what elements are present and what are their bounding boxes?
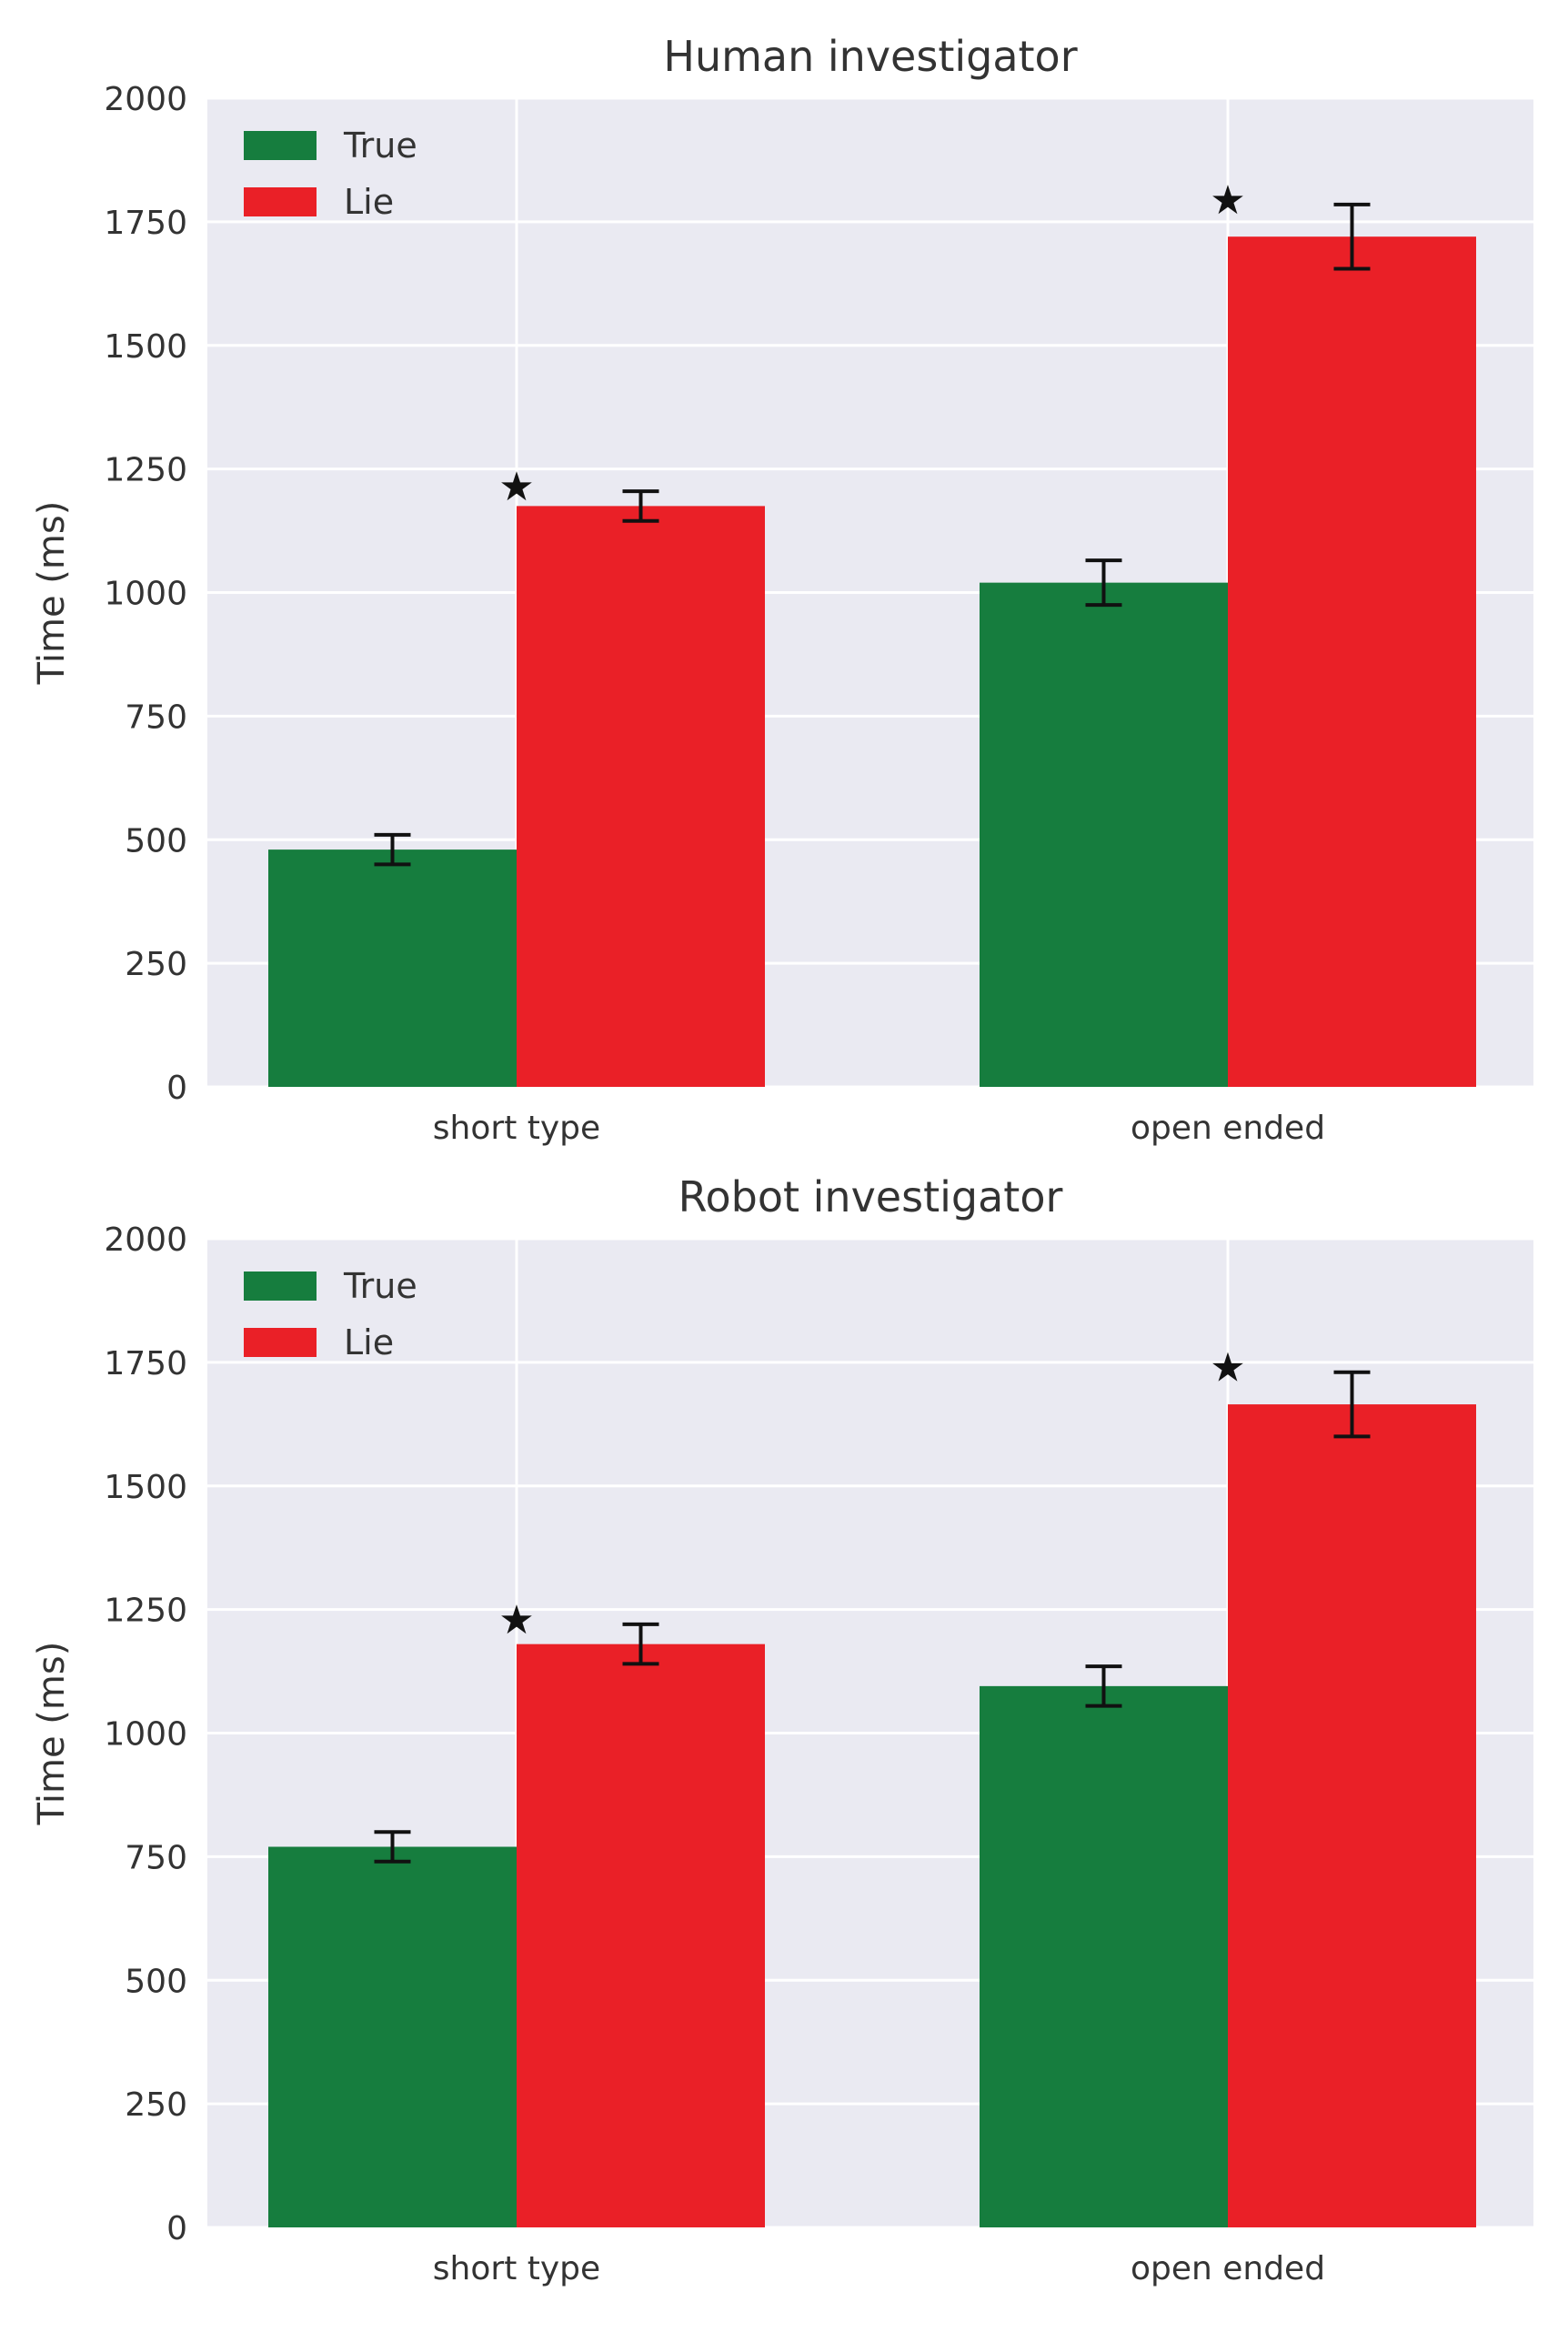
chart-panel-1: 0 250 500 750 1000 1250 1500 1750 2000 ★ ★ short ty… — [31, 32, 1533, 1147]
y-tick-label: 2000 — [104, 1221, 187, 1259]
bar-true-1 — [268, 849, 517, 1087]
significance-star: ★ — [1210, 177, 1245, 224]
significance-star: ★ — [498, 464, 534, 510]
significance-star: ★ — [498, 1597, 534, 1643]
bar-true-2 — [980, 1685, 1228, 2227]
bar-lie-1 — [517, 1643, 765, 2227]
legend-swatch-true — [244, 1272, 317, 1301]
x-tick-label: open ended — [1131, 1110, 1325, 1147]
y-tick-label: 0 — [166, 1070, 187, 1107]
legend-label-lie: Lie — [344, 182, 394, 222]
legend-swatch-lie — [244, 187, 317, 216]
y-tick-label: 1000 — [104, 1716, 187, 1754]
error-bar — [1333, 1370, 1371, 1439]
y-tick-label: 0 — [166, 2210, 187, 2247]
legend-swatch-true — [244, 131, 317, 160]
significance-star: ★ — [1210, 1345, 1245, 1392]
legend: True Lie — [244, 126, 417, 222]
y-tick-label: 1250 — [104, 452, 187, 489]
y-tick-label: 1750 — [104, 1345, 187, 1382]
x-tick-label: open ended — [1131, 2250, 1325, 2287]
error-bar — [622, 1622, 659, 1666]
error-bar — [374, 1830, 411, 1864]
legend-label-lie: Lie — [344, 1322, 394, 1362]
y-tick-label: 500 — [125, 822, 187, 859]
chart-title: Robot investigator — [678, 1172, 1063, 1221]
chart-panel-2: 0 250 500 750 1000 1250 1500 1750 2000 ★ ★ short ty… — [31, 1172, 1533, 2287]
error-bar — [1085, 1664, 1122, 1708]
y-tick-label: 1500 — [104, 1469, 187, 1506]
bar-true-1 — [268, 1846, 517, 2227]
bar-true-2 — [980, 582, 1228, 1087]
error-bar — [1333, 202, 1371, 271]
error-bar — [374, 832, 411, 867]
legend-label-true: True — [343, 1266, 417, 1306]
legend-swatch-lie — [244, 1328, 317, 1357]
y-tick-label: 750 — [125, 1839, 187, 1876]
error-bar — [1085, 558, 1122, 608]
y-tick-label: 250 — [125, 2086, 187, 2124]
bar-lie-2 — [1228, 236, 1476, 1087]
legend-label-true: True — [343, 126, 417, 166]
y-tick-label: 750 — [125, 699, 187, 736]
y-tick-label: 1250 — [104, 1593, 187, 1630]
y-tick-label: 1750 — [104, 205, 187, 242]
error-bar — [622, 489, 659, 523]
y-tick-label: 500 — [125, 1963, 187, 2000]
y-axis-label: Time (ms) — [31, 1642, 73, 1826]
y-tick-label: 250 — [125, 946, 187, 983]
y-tick-label: 1000 — [104, 576, 187, 613]
legend: True Lie — [244, 1266, 417, 1362]
x-tick-label: short type — [433, 1110, 600, 1147]
chart-title: Human investigator — [663, 32, 1077, 81]
y-tick-label: 1500 — [104, 328, 187, 366]
x-tick-label: short type — [433, 2250, 600, 2287]
y-axis-label: Time (ms) — [31, 501, 73, 686]
bar-lie-2 — [1228, 1404, 1476, 2227]
bar-lie-1 — [517, 506, 765, 1087]
y-tick-label: 2000 — [104, 81, 187, 118]
